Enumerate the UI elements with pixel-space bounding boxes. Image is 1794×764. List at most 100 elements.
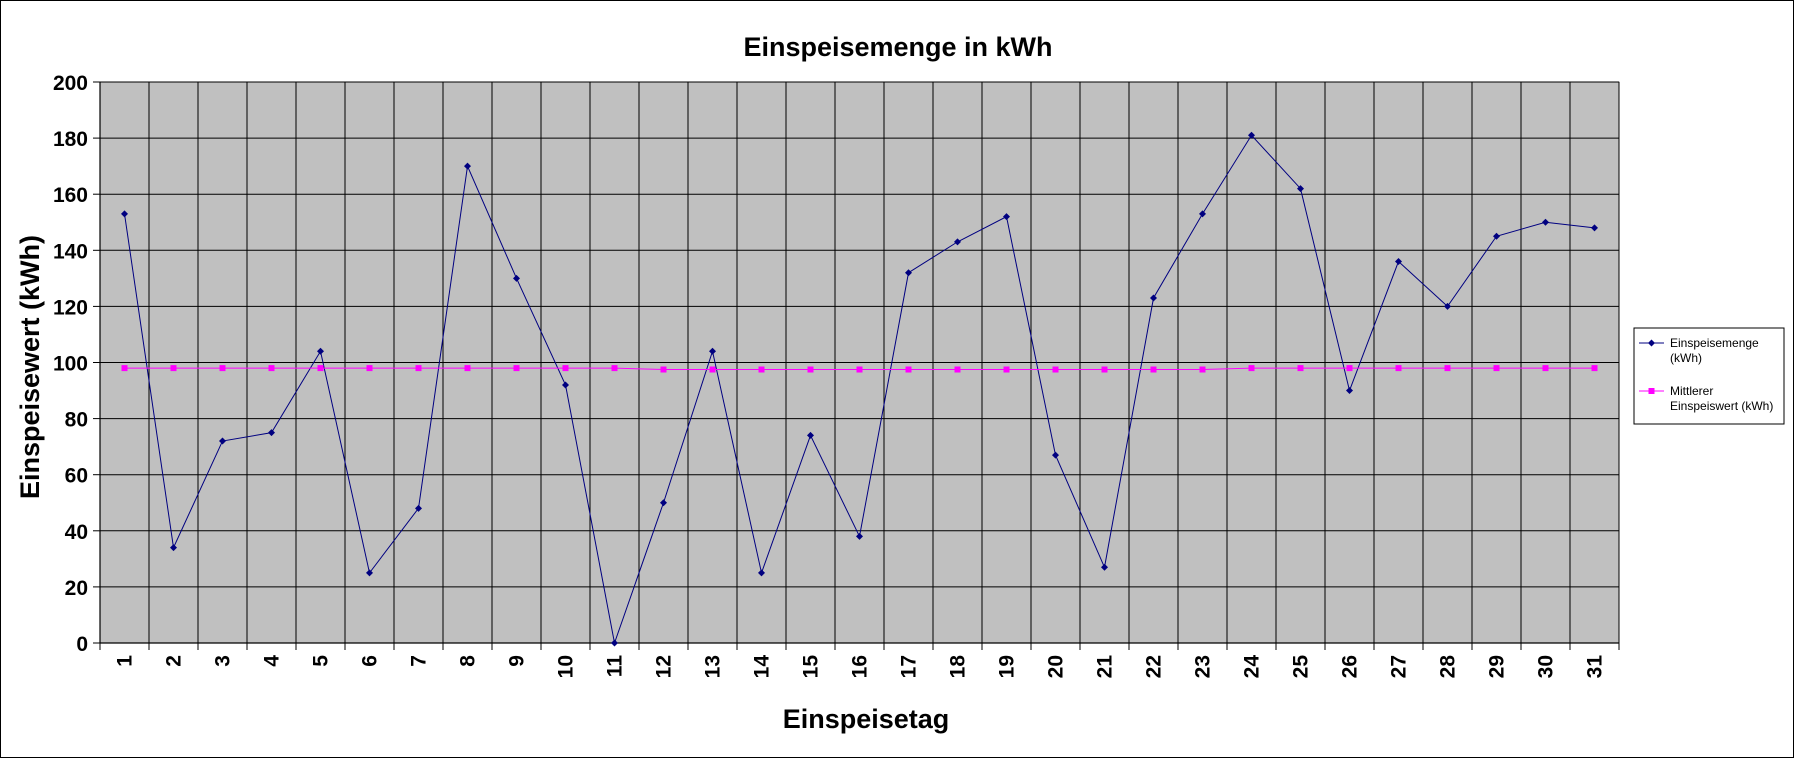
y-tick-label: 20 <box>65 577 88 600</box>
y-tick-label: 0 <box>76 633 88 656</box>
data-point <box>121 365 128 372</box>
x-tick-label: 20 <box>1045 655 1068 678</box>
x-tick-label: 29 <box>1486 655 1509 678</box>
x-tick-label: 16 <box>849 655 872 678</box>
x-tick-label: 27 <box>1388 655 1411 678</box>
data-point <box>709 347 716 355</box>
data-point <box>660 366 667 373</box>
x-tick-label: 14 <box>751 655 774 679</box>
x-tick-label: 26 <box>1339 655 1362 678</box>
data-point <box>709 366 716 373</box>
x-tick-label: 2 <box>163 655 186 667</box>
data-point <box>1591 365 1598 372</box>
y-tick-label: 40 <box>65 521 88 544</box>
data-point <box>366 365 373 372</box>
data-point <box>513 274 520 282</box>
data-point <box>1493 232 1500 240</box>
data-point <box>1248 365 1255 372</box>
chart-title: Einspeisemenge in kWh <box>743 32 1052 62</box>
data-point <box>268 365 275 372</box>
data-point <box>1003 366 1010 373</box>
x-tick-label: 19 <box>996 655 1019 678</box>
data-point <box>513 365 520 372</box>
data-point <box>807 366 814 373</box>
data-point <box>317 347 324 355</box>
data-point <box>1003 213 1010 221</box>
data-point <box>415 365 422 372</box>
data-point <box>366 569 373 577</box>
x-tick-label: 11 <box>604 655 627 678</box>
data-point <box>856 366 863 373</box>
x-tick-label: 22 <box>1143 655 1166 678</box>
data-point <box>905 269 912 277</box>
y-tick-label: 180 <box>53 128 88 151</box>
data-point <box>758 366 765 373</box>
data-point <box>954 238 961 246</box>
data-point <box>219 437 226 445</box>
data-point <box>1591 224 1598 232</box>
data-point <box>1150 366 1157 373</box>
x-tick-label: 13 <box>702 655 725 678</box>
data-point <box>611 639 618 647</box>
legend-label: (kWh) <box>1670 351 1702 365</box>
y-axis-title: Einspeisewert (kWh) <box>15 235 45 499</box>
data-point <box>219 365 226 372</box>
data-point <box>415 504 422 512</box>
data-point <box>1101 563 1108 571</box>
data-point <box>856 532 863 540</box>
data-point <box>905 366 912 373</box>
x-tick-label: 23 <box>1192 655 1215 678</box>
data-point <box>1248 131 1255 139</box>
data-point <box>1395 365 1402 372</box>
x-tick-label: 18 <box>947 655 970 679</box>
x-tick-label: 31 <box>1584 655 1607 679</box>
data-point <box>1444 365 1451 372</box>
data-point <box>1052 451 1059 459</box>
y-tick-label: 140 <box>53 240 88 263</box>
data-point <box>562 381 569 389</box>
legend-label: Einspeiswert (kWh) <box>1670 399 1773 413</box>
y-tick-label: 60 <box>65 465 88 488</box>
data-point <box>1199 210 1206 218</box>
data-point <box>464 365 471 372</box>
y-tick-label: 200 <box>53 72 88 95</box>
legend-box <box>1633 327 1785 425</box>
data-point <box>1052 366 1059 373</box>
data-point <box>1542 218 1549 226</box>
data-point <box>1297 365 1304 372</box>
data-point <box>1199 366 1206 373</box>
x-tick-label: 21 <box>1094 655 1117 679</box>
data-point <box>758 569 765 577</box>
data-point <box>562 365 569 372</box>
legend: Einspeisemenge(kWh) MittlererEinspeiswert… <box>1633 327 1785 425</box>
data-point <box>1150 294 1157 302</box>
data-point <box>1101 366 1108 373</box>
x-tick-label: 28 <box>1437 655 1460 679</box>
legend-swatch-marker <box>1648 339 1655 347</box>
series-2 <box>121 365 1598 373</box>
data-point <box>1493 365 1500 372</box>
data-point <box>954 366 961 373</box>
data-point <box>1346 365 1353 372</box>
legend-label: Einspeisemenge <box>1670 336 1759 350</box>
data-point <box>611 365 618 372</box>
data-point <box>1542 365 1549 372</box>
x-tick-label: 12 <box>653 655 676 678</box>
y-tick-label: 120 <box>53 296 88 319</box>
x-axis-title: Einspeisetag <box>783 704 950 734</box>
data-point <box>807 431 814 439</box>
x-tick-label: 8 <box>457 655 480 667</box>
legend-label: Mittlerer <box>1670 384 1713 398</box>
y-tick-label: 100 <box>53 353 88 376</box>
x-tick-label: 5 <box>310 655 333 667</box>
data-point <box>464 162 471 170</box>
y-tick-label: 160 <box>53 184 88 207</box>
data-point <box>121 210 128 218</box>
x-tick-label: 6 <box>359 655 382 667</box>
x-tick-label: 4 <box>261 655 284 667</box>
x-tick-label: 10 <box>555 655 578 678</box>
data-point <box>660 499 667 507</box>
x-tick-label: 17 <box>898 655 921 678</box>
x-tick-label: 15 <box>800 655 823 679</box>
